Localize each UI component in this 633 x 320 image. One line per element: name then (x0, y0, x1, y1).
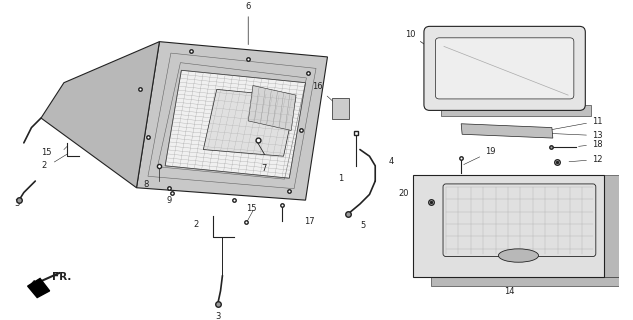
Text: 17: 17 (304, 217, 314, 226)
Polygon shape (461, 124, 553, 138)
Polygon shape (28, 278, 49, 298)
Polygon shape (248, 85, 296, 131)
Text: 2: 2 (41, 161, 46, 170)
Text: 11: 11 (550, 117, 603, 130)
FancyBboxPatch shape (436, 38, 574, 99)
Text: 5: 5 (360, 221, 365, 230)
Polygon shape (203, 89, 296, 156)
FancyBboxPatch shape (332, 98, 349, 119)
Text: 16: 16 (311, 82, 339, 107)
Text: 2: 2 (193, 220, 198, 228)
Text: 15: 15 (41, 148, 51, 157)
Text: 19: 19 (464, 147, 496, 164)
Text: 13: 13 (550, 131, 603, 140)
Text: 1: 1 (338, 174, 344, 183)
Ellipse shape (498, 249, 539, 262)
FancyBboxPatch shape (424, 26, 586, 110)
FancyBboxPatch shape (413, 175, 605, 276)
Text: 8: 8 (143, 180, 149, 189)
Polygon shape (137, 42, 327, 200)
Text: 7: 7 (262, 164, 267, 173)
Text: 3: 3 (15, 199, 20, 208)
Polygon shape (430, 276, 622, 286)
Text: 10: 10 (405, 30, 432, 50)
Text: 18: 18 (579, 140, 603, 149)
Text: 14: 14 (504, 279, 514, 296)
Text: 15: 15 (246, 204, 257, 213)
Text: 4: 4 (389, 157, 394, 166)
Polygon shape (605, 175, 622, 276)
Text: FR.: FR. (53, 272, 72, 282)
Text: 12: 12 (569, 155, 603, 164)
Text: 9: 9 (166, 196, 172, 205)
Text: 3: 3 (215, 312, 220, 320)
Text: 6: 6 (246, 2, 251, 44)
Polygon shape (441, 105, 591, 116)
Polygon shape (165, 70, 306, 178)
Polygon shape (41, 42, 160, 188)
Text: 20: 20 (398, 189, 428, 201)
